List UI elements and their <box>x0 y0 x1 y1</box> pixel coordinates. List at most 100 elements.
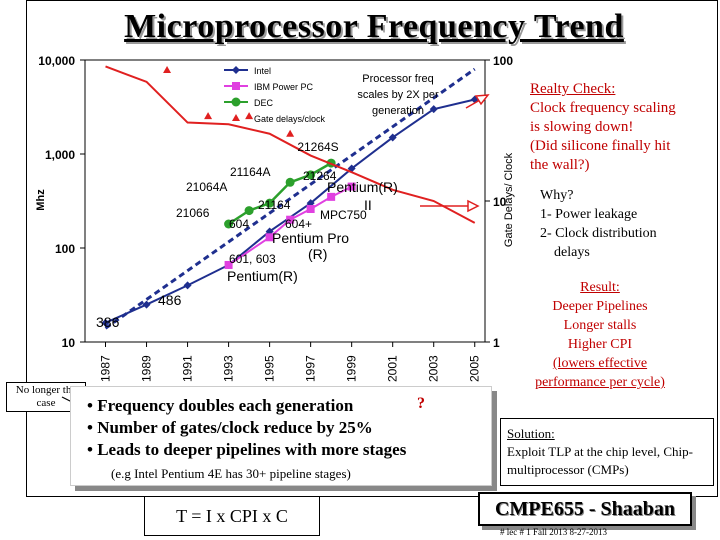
solution-box: Solution: Exploit TLP at the chip level,… <box>500 418 714 486</box>
gate-arrow-head <box>467 199 480 213</box>
x-tick-label: 1989 <box>140 355 154 382</box>
performance-formula: T = I x CPI x C <box>144 496 320 536</box>
annotation-label: 21164A <box>230 165 270 179</box>
gate-delay-point <box>163 65 172 73</box>
bullet-item: • Frequency doubles each generation <box>87 396 354 415</box>
chart-legend: Intel IBM Power PC DEC Gate delays/clock <box>224 66 326 124</box>
annotation-label: scales by 2X per <box>357 89 439 101</box>
annotation-label: generationProcessor freq scales by 2X pe… <box>372 105 424 117</box>
annotation-label: Pentium Pro <box>272 230 349 246</box>
annotation-label: Processor freq <box>362 73 434 85</box>
why-item: delays <box>554 245 590 260</box>
data-point <box>183 281 192 290</box>
result-paren: (lowers effective performance per cycle) <box>535 356 665 390</box>
legend-label: Gate delays/clock <box>254 114 326 124</box>
legend-marker <box>232 82 240 90</box>
data-point <box>265 233 274 242</box>
data-point <box>224 260 233 269</box>
x-tick-label: 1997 <box>304 355 318 382</box>
annotation-label: 21066 <box>176 206 210 220</box>
annotation-label: 21064A <box>186 180 227 194</box>
slide-frame <box>26 0 718 497</box>
solution-heading: Solution: <box>507 426 555 441</box>
annotation-label: 21164 <box>258 198 291 212</box>
gate-delay-point <box>286 129 295 137</box>
data-point <box>265 198 275 208</box>
data-point <box>306 170 316 180</box>
legend-label: IBM Power PC <box>254 82 314 92</box>
gate-delay-point <box>245 112 254 120</box>
legend-marker <box>232 114 240 121</box>
chart-annotations: Processor freq scales by 2X per generation… <box>96 73 439 330</box>
freq-arrow-head <box>474 94 490 106</box>
annotation-label: 21264S <box>297 140 338 154</box>
y-tick-label-right: 10 <box>493 195 507 209</box>
data-point <box>347 182 356 191</box>
data-point <box>101 318 110 327</box>
annotation-label: Pentium(R) <box>327 179 398 195</box>
intel-trend-line <box>104 67 476 330</box>
frequency-chart: 10 100 1,000 10,000 Mhz 1 10 100 Gate Delays/ Cl… <box>35 54 515 382</box>
x-tick-label: 2001 <box>386 355 400 382</box>
bullet-item: • Leads to deeper pipelines with more st… <box>87 440 407 459</box>
solution-text: Exploit TLP at the chip level, Chip-mult… <box>507 444 693 477</box>
annotation-label: (R) <box>308 246 327 262</box>
x-tick-label: 1995 <box>263 355 277 382</box>
annotation-label: 21264 <box>303 169 337 183</box>
annotation-label: 604+ <box>285 217 312 231</box>
legend-label: Intel <box>254 66 271 76</box>
bullet-item: • Number of gates/clock reduce by 25% <box>87 418 373 437</box>
course-badge: CMPE655 - Shaaban <box>478 492 692 526</box>
result-box: Result: Deeper Pipelines Longer stalls H… <box>535 278 665 392</box>
y-tick-label-left: 10,000 <box>38 54 75 68</box>
gate-delay-point <box>204 112 213 120</box>
annotation-label: 486 <box>158 292 182 308</box>
pipeline-note: (e.g Intel Pentium 4E has 30+ pipeline s… <box>111 466 351 481</box>
x-tick-label: 1991 <box>181 355 195 382</box>
annotation-label: 386 <box>96 314 120 330</box>
reality-line: Clock frequency scaling <box>530 100 676 116</box>
reality-line: the wall?) <box>530 157 590 173</box>
why-item: 2- Clock distribution <box>540 226 657 241</box>
y-axis-label-right: Gate Delays/ Clock <box>503 152 515 247</box>
data-point <box>388 133 397 142</box>
data-point <box>244 206 254 216</box>
reality-line: is slowing down! <box>530 119 634 135</box>
x-tick-label: 2003 <box>427 355 441 382</box>
data-point <box>327 192 336 201</box>
reality-check: Realty Check: Clock frequency scaling is… <box>530 80 720 175</box>
annotation-label: Pentium(R) <box>227 268 298 284</box>
x-tick-label: 1999 <box>345 355 359 382</box>
why-item: 1- Power leakage <box>540 207 638 222</box>
footer-text: # lec # 1 Fall 2013 8-27-2013 <box>500 527 607 537</box>
annotation-label: 604 <box>229 217 249 231</box>
legend-label: DEC <box>254 98 274 108</box>
y-tick-label-right: 1 <box>493 336 500 350</box>
data-point <box>142 300 151 309</box>
annotation-label: MPC750 <box>320 208 367 222</box>
reality-heading: Realty Check: <box>530 81 616 97</box>
legend-marker <box>231 97 241 107</box>
slide-title: Microprocessor Frequency Trend <box>124 8 624 45</box>
data-point <box>224 219 234 229</box>
result-heading: Result: <box>580 280 620 295</box>
result-line: Higher CPI <box>567 337 633 352</box>
question-mark: ? <box>417 395 425 412</box>
y-tick-label-left: 100 <box>55 242 75 256</box>
reality-line: (Did silicone finally hit <box>530 138 671 154</box>
legend-marker <box>232 66 240 74</box>
why-box: Why? 1- Power leakage 2- Clock distribut… <box>540 186 720 262</box>
y-tick-label-right: 100 <box>493 54 513 68</box>
chart-series <box>101 65 490 330</box>
data-point <box>306 204 315 213</box>
y-tick-label-left: 10 <box>62 336 76 350</box>
freq-arrow <box>465 99 481 109</box>
data-point <box>285 177 295 187</box>
annotation-label: 601, 603 <box>229 252 276 266</box>
bullet-box: • Frequency doubles each generation ? • … <box>70 386 492 486</box>
why-heading: Why? <box>540 188 574 203</box>
x-tick-label: 1993 <box>222 355 236 382</box>
chart-axes: 10 100 1,000 10,000 Mhz 1 10 100 Gate Delays/ Cl… <box>35 54 515 382</box>
x-tick-label: 1987 <box>99 355 113 382</box>
result-line: Deeper Pipelines <box>552 299 648 314</box>
